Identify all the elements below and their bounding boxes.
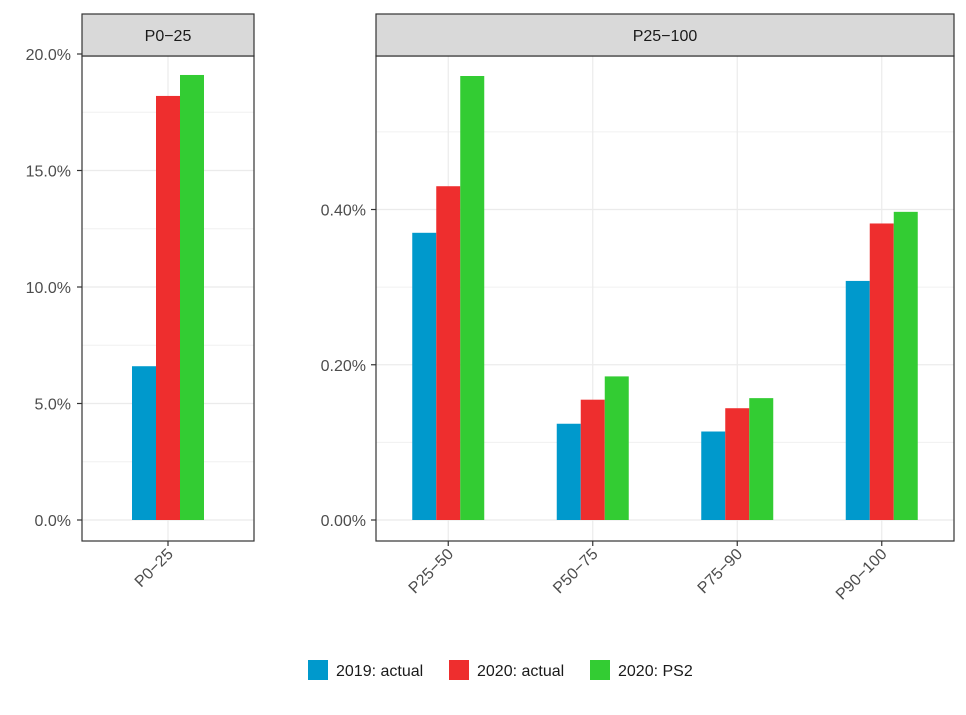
x-tick-label: P0−25 — [132, 546, 177, 591]
bar — [180, 74, 204, 520]
strip-background — [81, 13, 255, 57]
y-tick-label: 15.0% — [26, 164, 71, 181]
strip-background — [375, 13, 955, 57]
bar — [749, 398, 774, 520]
y-tick-label: 0.40% — [321, 203, 366, 220]
bar — [701, 431, 726, 520]
legend-key — [449, 660, 469, 680]
bar — [460, 76, 485, 520]
y-tick-label: 0.00% — [321, 513, 366, 530]
bar — [869, 223, 894, 520]
y-tick-label: 20.0% — [26, 47, 71, 64]
legend-label: 2019: actual — [336, 663, 423, 680]
y-tick-label: 0.0% — [35, 513, 71, 530]
bar — [725, 408, 750, 520]
panel-1: P0−25 0.0% 5.0% 10.0% 15.0% 20.0% P0−25 — [26, 13, 255, 591]
bar — [580, 399, 605, 520]
x-tick-label: P90−100 — [833, 546, 891, 604]
legend-key — [308, 660, 328, 680]
x-tick-label: P75−90 — [695, 546, 746, 597]
x-tick-label: P25−50 — [406, 546, 457, 597]
bar — [556, 423, 581, 520]
bar — [132, 366, 156, 520]
bar — [893, 211, 918, 520]
strip-label: P25−100 — [633, 28, 698, 45]
bar — [436, 186, 461, 521]
legend-key — [590, 660, 610, 680]
y-tick-label: 5.0% — [35, 397, 71, 414]
y-tick-label: 10.0% — [26, 280, 71, 297]
legend-label: 2020: PS2 — [618, 663, 693, 680]
legend: 2019: actual 2020: actual 2020: PS2 — [308, 660, 693, 680]
strip-label: P0−25 — [145, 28, 192, 45]
x-tick-label: P50−75 — [550, 546, 601, 597]
bar — [604, 376, 629, 520]
bar — [412, 232, 437, 521]
bar — [845, 280, 870, 520]
legend-label: 2020: actual — [477, 663, 564, 680]
y-tick-label: 0.20% — [321, 358, 366, 375]
panel-2: P25−100 0.00% 0.20% 0.40% P25−50 P50−75 P75−90… — [321, 13, 955, 604]
bar — [156, 95, 180, 520]
